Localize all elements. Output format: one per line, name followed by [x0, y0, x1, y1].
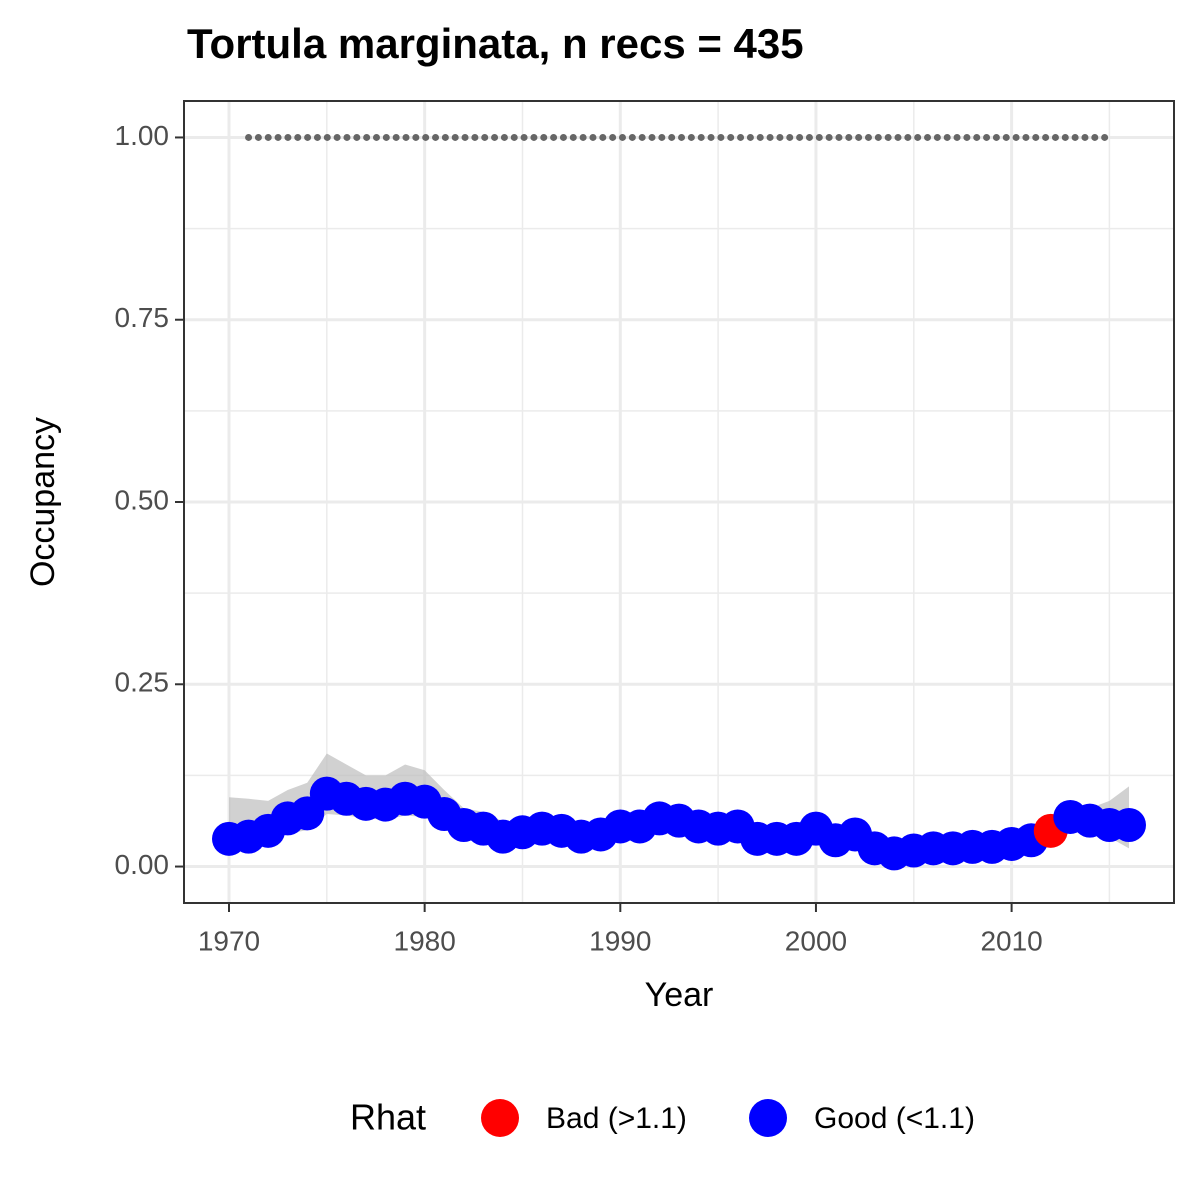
y-tick-label: 0.50	[115, 484, 170, 515]
y-tick-label: 0.25	[115, 667, 170, 698]
legend-label: Good (<1.1)	[814, 1102, 975, 1135]
x-tick-label: 1990	[589, 925, 651, 956]
chart-title: Tortula marginata, n recs = 435	[187, 20, 804, 67]
legend-label: Bad (>1.1)	[546, 1102, 687, 1135]
x-tick-label: 2010	[980, 925, 1042, 956]
panel-border	[183, 100, 1175, 904]
y-tick-label: 1.00	[115, 120, 170, 151]
y-tick-label: 0.00	[115, 849, 170, 880]
x-axis-title: Year	[645, 976, 714, 1014]
x-tick-label: 1970	[198, 925, 260, 956]
y-axis-title: Occupancy	[24, 417, 62, 587]
x-tick-label: 1980	[394, 925, 456, 956]
y-tick-label: 0.75	[115, 302, 170, 333]
x-tick-label: 2000	[785, 925, 847, 956]
legend-key	[481, 1099, 519, 1137]
data-point	[1112, 807, 1146, 842]
legend-key	[749, 1099, 787, 1137]
legend-title: Rhat	[350, 1097, 426, 1138]
